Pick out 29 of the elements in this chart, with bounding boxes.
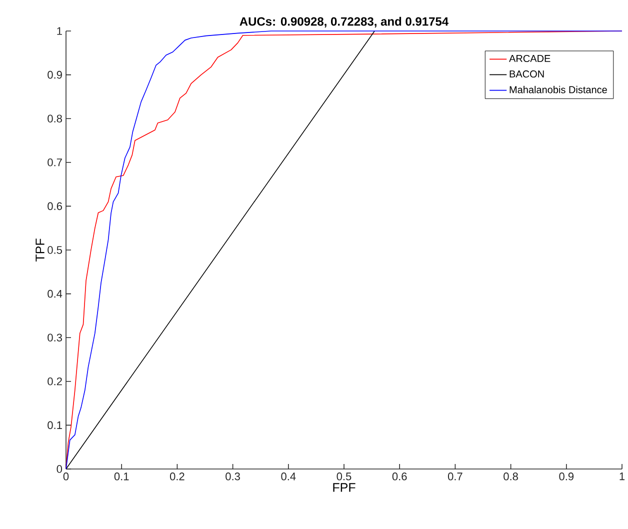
x-axis-title: FPF [333, 483, 356, 492]
legend-label: BACON [510, 70, 544, 78]
y-tick-label: 0.9 [48, 70, 62, 79]
y-tick-label: 0.3 [48, 334, 62, 342]
y-tick-label: 0.5 [48, 246, 62, 254]
y-tick-label: 0 [56, 465, 62, 473]
legend-label: ARCADE [509, 54, 550, 62]
y-tick-label: 0.1 [48, 421, 62, 430]
x-tick-label: 0.8 [504, 472, 518, 480]
y-tick-label: 0.6 [48, 202, 62, 210]
y-tick-label: 1 [57, 27, 62, 35]
y-tick-label: 0.2 [48, 378, 62, 386]
x-tick-label: 0.1 [114, 472, 129, 480]
x-tick-label: 0.5 [336, 472, 352, 480]
x-tick-label: 0.2 [170, 472, 184, 480]
x-tick-label: 0.3 [226, 472, 240, 480]
y-axis-title: TPF [36, 238, 44, 262]
y-tick-label: 0.4 [48, 290, 62, 298]
y-tick-label: 0.8 [48, 114, 62, 122]
x-tick-label: 0.7 [448, 472, 462, 480]
x-tick-label: 0.9 [559, 472, 574, 480]
y-tick-label: 0.7 [48, 158, 62, 166]
x-tick-label: 0.6 [392, 472, 407, 480]
legend-label: Mahalanobis Distance [510, 86, 607, 94]
x-tick-label: 0 [63, 472, 69, 480]
x-tick-label: 0.4 [281, 472, 296, 480]
chart-title: AUCs: 0.90928, 0.72283, and 0.91754 [240, 16, 449, 28]
x-tick-label: 1 [620, 472, 625, 480]
line-series [66, 30, 622, 470]
